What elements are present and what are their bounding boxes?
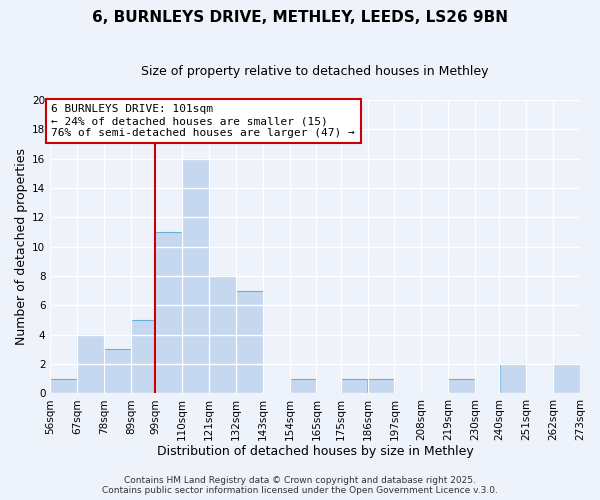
Bar (155, 232, 182, 394)
Bar (104, 350, 131, 394)
Bar (341, 378, 367, 394)
Text: 6 BURNLEYS DRIVE: 101sqm
← 24% of detached houses are smaller (15)
76% of semi-d: 6 BURNLEYS DRIVE: 101sqm ← 24% of detach… (52, 104, 355, 138)
Text: Contains HM Land Registry data © Crown copyright and database right 2025.
Contai: Contains HM Land Registry data © Crown c… (102, 476, 498, 495)
Bar (500, 364, 526, 394)
Bar (290, 378, 316, 394)
Title: Size of property relative to detached houses in Methley: Size of property relative to detached ho… (142, 65, 489, 78)
Bar (131, 320, 155, 394)
Bar (236, 290, 263, 394)
Bar (182, 158, 209, 394)
Bar (50, 378, 77, 394)
X-axis label: Distribution of detached houses by size in Methley: Distribution of detached houses by size … (157, 444, 473, 458)
Bar (77, 334, 104, 394)
Text: 6, BURNLEYS DRIVE, METHLEY, LEEDS, LS26 9BN: 6, BURNLEYS DRIVE, METHLEY, LEEDS, LS26 … (92, 10, 508, 25)
Bar (209, 276, 236, 394)
Bar (448, 378, 475, 394)
Bar (368, 378, 394, 394)
Bar (553, 364, 580, 394)
Y-axis label: Number of detached properties: Number of detached properties (15, 148, 28, 345)
